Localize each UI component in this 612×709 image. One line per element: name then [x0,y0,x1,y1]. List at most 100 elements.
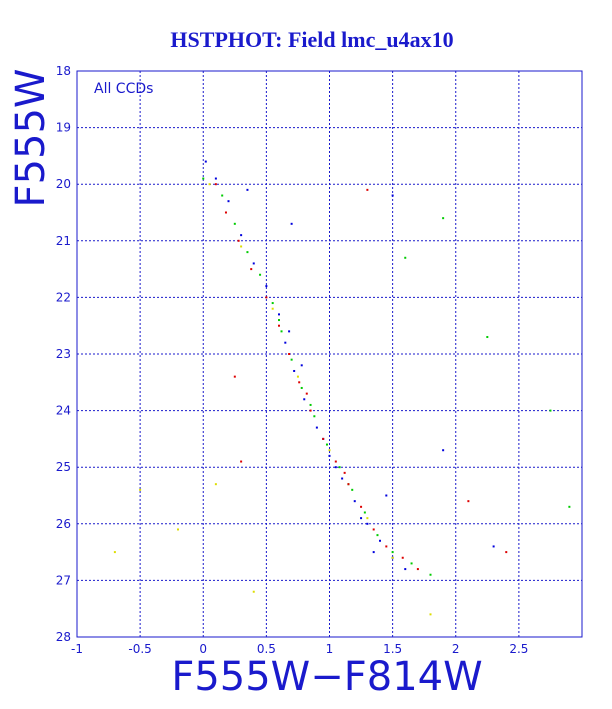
data-point [322,437,325,440]
data-point [288,330,291,333]
data-point [379,539,381,542]
data-point [113,551,116,554]
data-point [343,471,346,474]
data-point [391,556,394,559]
data-point [347,483,350,486]
data-point [139,488,142,491]
data-point [442,449,445,452]
data-point [404,568,407,571]
all-ccds-annotation: All CCDs [94,81,153,97]
data-point [568,505,571,508]
data-point [391,194,394,197]
data-point [224,211,227,214]
x-tick-label: 0.5 [257,642,276,656]
data-point [240,234,243,237]
data-point [372,551,375,554]
data-point [338,466,341,469]
data-point [549,409,552,412]
chart-title: HSTPHOT: Field lmc_u4ax10 [170,27,453,52]
data-point [290,358,293,361]
data-point [391,551,394,554]
data-point [284,341,287,344]
data-point [404,256,407,259]
data-point [325,443,328,446]
data-point [233,222,236,225]
data-point [252,590,255,593]
data-point [265,296,268,299]
data-point [246,188,249,191]
data-point [300,386,303,389]
data-point [177,528,179,531]
data-point [360,505,363,508]
x-tick-label: -1 [71,642,83,656]
data-point [265,285,268,288]
x-tick-labels: -1 -0.5 0 0.5 1 1.5 2 2.5 [71,642,528,656]
data-point [429,613,432,616]
data-point [300,364,303,367]
data-point [492,545,495,548]
data-point [416,568,419,571]
data-point [305,392,308,395]
y-tick-label: 20 [56,177,71,191]
data-point [442,217,445,220]
y-tick-label: 28 [56,630,71,644]
x-tick-label: 1 [326,642,334,656]
data-point [221,194,224,197]
data-point [313,415,316,418]
x-tick-label: 1.5 [383,642,402,656]
data-point [290,222,293,225]
x-tick-label: 0 [199,642,207,656]
data-point [240,245,243,248]
data-point [363,511,366,514]
data-point [401,556,404,559]
data-point [214,483,217,486]
data-point [204,160,207,163]
data-point [214,183,217,186]
x-tick-label: 2 [452,642,460,656]
data-point [366,522,369,525]
y-tick-labels: 18 19 20 21 22 23 24 25 26 27 28 [56,64,71,644]
data-point [366,188,369,191]
data-point [202,177,205,180]
data-point [280,330,283,333]
data-point [309,403,312,406]
data-point [334,466,337,469]
y-tick-label: 21 [56,234,71,248]
y-tick-label: 19 [56,121,71,135]
plot-frame [76,70,583,638]
data-points [113,160,571,616]
data-point [334,460,337,463]
data-point [385,494,388,497]
data-point [360,517,363,520]
data-point [328,449,331,452]
data-point [208,183,211,186]
data-point [353,500,356,503]
data-point [376,534,379,537]
data-point [240,460,243,463]
y-axis-label: F555W [8,69,54,208]
data-point [278,313,280,316]
data-point [233,375,236,378]
data-point [303,398,306,401]
y-tick-label: 23 [56,347,71,361]
data-point [271,302,274,305]
x-tick-label: -0.5 [128,642,151,656]
data-point [293,369,296,372]
data-point [410,562,413,565]
data-point [372,528,375,531]
x-axis-label: F555W−F814W [171,654,482,700]
data-point [259,273,262,276]
data-point [351,488,354,491]
data-point [366,517,369,520]
y-tick-label: 22 [56,290,71,304]
data-point [227,200,230,203]
data-point [252,262,255,265]
y-tick-label: 25 [56,460,71,474]
data-point [505,551,508,554]
data-point [486,336,489,339]
data-point [288,353,291,355]
data-point [246,251,249,254]
y-tick-label: 26 [56,517,71,531]
y-tick-label: 18 [56,64,71,78]
data-point [467,500,470,503]
